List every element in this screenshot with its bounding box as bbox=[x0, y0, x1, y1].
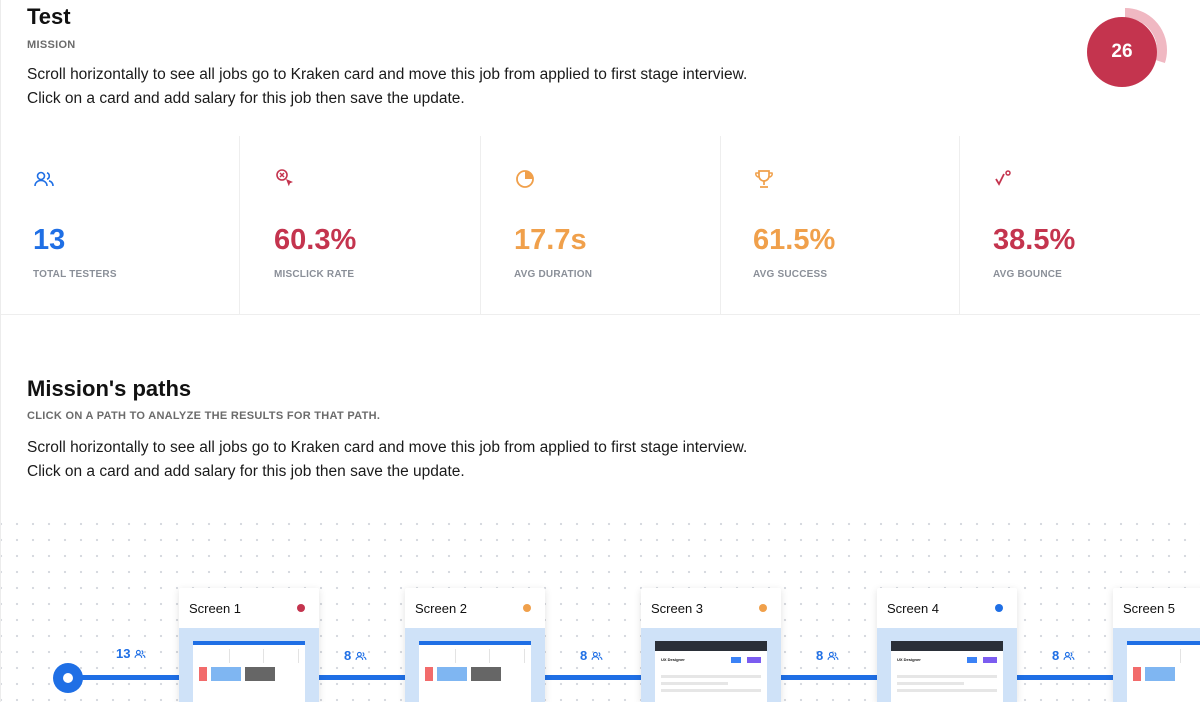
screen-label: Screen 2 bbox=[415, 600, 468, 616]
stat-misclick-rate: 60.3% MISCLICK RATE bbox=[242, 136, 481, 314]
bounce-icon bbox=[995, 170, 1011, 186]
status-dot bbox=[297, 604, 305, 612]
screen-card-2[interactable]: Screen 2 bbox=[405, 588, 545, 702]
screen-card-5[interactable]: Screen 5 bbox=[1113, 588, 1200, 702]
path-tester-count[interactable]: 13 bbox=[116, 646, 146, 661]
score-ring bbox=[1083, 8, 1167, 92]
stat-avg-success: 61.5% AVG SUCCESS bbox=[721, 136, 960, 314]
stat-label: AVG DURATION bbox=[514, 269, 593, 280]
status-dot bbox=[523, 604, 531, 612]
path-tester-count[interactable]: 8 bbox=[344, 648, 367, 663]
screen-label: Screen 3 bbox=[651, 600, 704, 616]
mission-description-line1: Scroll horizontally to see all jobs go t… bbox=[27, 66, 748, 83]
screen-label: Screen 5 bbox=[1123, 600, 1176, 616]
users-icon bbox=[827, 651, 839, 660]
screen-card-4[interactable]: Screen 4 UX Designer bbox=[877, 588, 1017, 702]
users-icon bbox=[591, 651, 603, 660]
paths-title: Mission's paths bbox=[27, 376, 192, 401]
screen-label: Screen 1 bbox=[189, 600, 242, 616]
status-dot bbox=[995, 604, 1003, 612]
stats-row: 13 TOTAL TESTERS 60.3% MISCLICK RATE 17.… bbox=[1, 136, 1200, 315]
path-connector[interactable] bbox=[781, 675, 877, 680]
stat-value: 60.3% bbox=[274, 224, 357, 256]
stat-value: 38.5% bbox=[993, 224, 1076, 256]
screen-thumbnail bbox=[179, 628, 319, 702]
page-title: Test bbox=[27, 4, 71, 29]
path-connector[interactable] bbox=[319, 675, 405, 680]
stat-label: MISCLICK RATE bbox=[274, 269, 355, 280]
stat-label: TOTAL TESTERS bbox=[33, 269, 117, 280]
path-tester-count[interactable]: 8 bbox=[580, 648, 603, 663]
status-dot bbox=[759, 604, 767, 612]
mission-description: Scroll horizontally to see all jobs go t… bbox=[27, 63, 747, 111]
path-connector[interactable] bbox=[1017, 675, 1113, 680]
screen-thumbnail bbox=[1113, 628, 1200, 702]
path-connector[interactable] bbox=[545, 675, 641, 680]
count-value: 8 bbox=[816, 648, 824, 663]
stat-total-testers: 13 TOTAL TESTERS bbox=[1, 136, 240, 314]
misclick-icon bbox=[276, 169, 293, 187]
usability-score-badge: 26 bbox=[1087, 17, 1157, 87]
path-tester-count[interactable]: 8 bbox=[816, 648, 839, 663]
stat-label: AVG SUCCESS bbox=[753, 269, 828, 280]
users-icon bbox=[355, 651, 367, 660]
screen-thumbnail bbox=[405, 628, 545, 702]
screen-label: Screen 4 bbox=[887, 600, 940, 616]
stat-value: 17.7s bbox=[514, 224, 587, 256]
screen-card-3[interactable]: Screen 3 UX Designer bbox=[641, 588, 781, 702]
count-value: 13 bbox=[116, 646, 131, 661]
stat-value: 13 bbox=[33, 224, 66, 256]
stat-value: 61.5% bbox=[753, 224, 836, 256]
paths-subtitle: CLICK ON A PATH TO ANALYZE THE RESULTS F… bbox=[27, 410, 381, 422]
screen-thumbnail: UX Designer bbox=[641, 628, 781, 702]
count-value: 8 bbox=[580, 648, 588, 663]
users-icon bbox=[135, 649, 146, 658]
count-value: 8 bbox=[1052, 648, 1060, 663]
paths-description-line2: Click on a card and add salary for this … bbox=[27, 463, 465, 480]
path-start-node[interactable] bbox=[53, 663, 83, 693]
stat-label: AVG BOUNCE bbox=[993, 269, 1063, 280]
pie-clock-icon bbox=[516, 170, 534, 188]
users-icon bbox=[34, 171, 54, 187]
stat-avg-duration: 17.7s AVG DURATION bbox=[482, 136, 721, 314]
stat-avg-bounce: 38.5% AVG BOUNCE bbox=[961, 136, 1200, 314]
users-icon bbox=[1063, 651, 1075, 660]
trophy-icon bbox=[755, 170, 773, 188]
mission-description-line2: Click on a card and add salary for this … bbox=[27, 90, 465, 107]
count-value: 8 bbox=[344, 648, 352, 663]
path-connector[interactable] bbox=[67, 675, 179, 680]
path-tester-count[interactable]: 8 bbox=[1052, 648, 1075, 663]
screen-card-1[interactable]: Screen 1 bbox=[179, 588, 319, 702]
paths-description-line1: Scroll horizontally to see all jobs go t… bbox=[27, 439, 748, 456]
mission-label: MISSION bbox=[27, 39, 76, 51]
screen-thumbnail: UX Designer bbox=[877, 628, 1017, 702]
paths-description: Scroll horizontally to see all jobs go t… bbox=[27, 436, 747, 484]
